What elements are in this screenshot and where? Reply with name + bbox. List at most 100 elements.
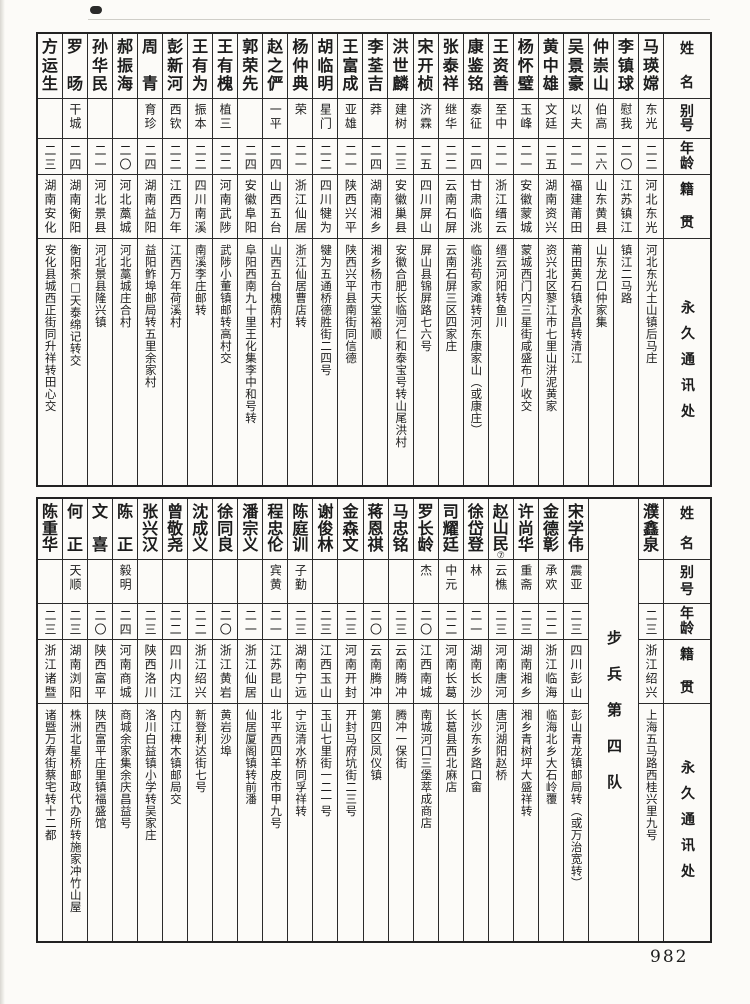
person-native-place-text: 河南商城 xyxy=(118,644,133,700)
person-age-text: 二〇 xyxy=(218,609,233,637)
person-name-chars: 徐同良 xyxy=(217,502,234,554)
person-name-chars: 张泰祥 xyxy=(442,37,459,93)
person-address-text: 湘乡杨市天堂裕顺 xyxy=(369,244,384,340)
person-address: 阜阳西南九十里王化集李中和号转 xyxy=(238,238,263,485)
person-column: 周青育珍 二四 湖南益阳 益阳鲊埠邮局转五里余家村 xyxy=(137,34,163,485)
person-address: 上海五马路西桂兴里九号 xyxy=(638,703,663,941)
person-address-text: 蒙城西门内三星街咸盛布厂收交 xyxy=(519,244,534,412)
person-address: 宁远清水桥同孚祥转 xyxy=(288,703,313,941)
person-name: 许尚华 xyxy=(514,499,538,559)
person-address: 北平西四羊皮市甲九号 xyxy=(263,703,288,941)
person-alias xyxy=(238,559,263,603)
header-address-label: 永久通讯处 xyxy=(664,703,710,941)
person-age: 二三 xyxy=(37,603,62,639)
person-age: 二一 xyxy=(338,138,363,174)
header-native-place-label-chars: 籍贯 xyxy=(680,647,694,696)
person-alias: 莽 xyxy=(363,98,388,138)
person-column: 谢俊林二三 江西玉山 玉山七里街一二一号 xyxy=(312,499,338,941)
person-address-text: 安化县城西正街同升祥转田心交 xyxy=(43,244,58,412)
person-name: 赵之俨 xyxy=(263,34,287,98)
person-column: 康鉴铭泰征 二四 甘肃临洮 临洮苟家滩转河东康家山（或康庄） xyxy=(462,34,488,485)
person-native-place-text: 浙江黄岩 xyxy=(218,644,233,700)
person-address: 玉山七里街一二一号 xyxy=(313,703,338,941)
scan-artifact-line xyxy=(88,19,710,20)
person-native-place-text: 河北景县 xyxy=(92,179,107,235)
person-name-chars: 司耀廷 xyxy=(442,502,459,554)
person-column: 金森文二三 河南开封 开封马府坑街二三号 xyxy=(337,499,363,941)
person-age-text: 二四 xyxy=(368,144,383,172)
person-age: 二四 xyxy=(363,138,388,174)
person-age-text: 二三 xyxy=(42,609,57,637)
person-native-place: 浙江诸暨 xyxy=(37,639,62,703)
registry-table-top: 姓名别号年龄籍贯永久通讯处马瑛嫦东光 二二 河北东光 河北东光土山镇后马庄李镇球慰我二… xyxy=(36,32,712,487)
person-name: 仲崇山 xyxy=(589,34,613,98)
person-native-place: 福建莆田 xyxy=(563,174,588,238)
person-column: 蒋恩祺二〇 云南腾冲 第四区凤仪镇 xyxy=(362,499,388,941)
person-age: 二二 xyxy=(313,138,338,174)
person-native-place: 山西五台 xyxy=(263,174,288,238)
person-column: 赵之俨一平 二四 山西五台 山西五台槐荫村 xyxy=(262,34,288,485)
person-age-text: 二二 xyxy=(443,144,458,172)
person-column: 司耀廷中元 二二 河南长葛 长葛县西北麻店 xyxy=(437,499,463,941)
person-native-place: 河北藁城 xyxy=(112,174,138,238)
person-alias-text: 慰我 xyxy=(618,103,633,131)
person-age: 二〇 xyxy=(413,603,438,639)
person-alias: 东光 xyxy=(638,98,663,138)
person-name: 王富成 xyxy=(338,34,362,98)
person-age-text: 二三 xyxy=(643,609,658,637)
person-address: 河北景县隆兴镇 xyxy=(87,238,112,485)
person-name-chars: 周青 xyxy=(142,37,159,93)
person-native-place: 山东黄县 xyxy=(588,174,613,238)
person-column: 许尚华重斋 二三 湖南湘乡 湘乡青树坪大盛祥转 xyxy=(512,499,538,941)
person-alias: 玉峰 xyxy=(513,98,538,138)
person-native-place: 河南商城 xyxy=(113,639,138,703)
person-address: 临洮苟家滩转河东康家山（或康庄） xyxy=(463,238,488,485)
person-name-chars: 罗旸 xyxy=(66,37,83,93)
person-address: 山东龙口仲家集 xyxy=(588,238,613,485)
header-name-label-chars: 姓名 xyxy=(680,41,694,91)
person-native-place-text: 湖南湘乡 xyxy=(368,179,383,235)
person-alias-text: 毅明 xyxy=(118,564,133,592)
person-alias-text: 植三 xyxy=(218,103,233,131)
person-age: 二三 xyxy=(288,603,313,639)
ink-speck xyxy=(90,6,102,14)
person-name-chars: 程忠伦 xyxy=(267,502,284,554)
person-age-text: 二三 xyxy=(518,609,533,637)
person-native-place: 湖南益阳 xyxy=(138,174,163,238)
person-address-text: 安徽合肥长临河仁和泰宝号转山尾洪村 xyxy=(394,244,409,448)
person-native-place-text: 江西南城 xyxy=(418,644,433,700)
person-address: 内江椑木镇邮局交 xyxy=(163,703,188,941)
person-name-chars: 胡临明 xyxy=(317,37,334,93)
person-age: 二一 xyxy=(463,603,488,639)
person-age: 二二 xyxy=(163,138,188,174)
person-native-place: 安徽蒙城 xyxy=(513,174,538,238)
person-age: 二一 xyxy=(87,138,112,174)
person-age-text: 二五 xyxy=(418,144,433,172)
person-age: 二一 xyxy=(513,138,538,174)
person-address: 湘乡青树坪大盛祥转 xyxy=(513,703,538,941)
person-alias-text: 西钦 xyxy=(168,103,183,131)
person-age: 二〇 xyxy=(213,603,238,639)
person-native-place-text: 浙江仙居 xyxy=(293,179,308,235)
person-address-text: 上海五马路西桂兴里九号 xyxy=(644,709,659,841)
unit-label: 步兵第四队 xyxy=(604,630,623,810)
person-alias-text: 荣 xyxy=(293,103,308,117)
person-age-text: 二二 xyxy=(543,609,558,637)
person-name: 宋学伟 xyxy=(564,499,588,559)
person-address-text: 临海北乡大石岭覆 xyxy=(544,709,559,805)
person-age: 二三 xyxy=(338,603,363,639)
person-name: 吴景豪 xyxy=(564,34,588,98)
person-name: 王有为 xyxy=(188,34,212,98)
person-name: 李荃吉 xyxy=(363,34,387,98)
header-alias-label-chars: 别号 xyxy=(680,565,694,598)
person-name: 马忠铭 xyxy=(389,499,413,559)
person-native-place-text: 湖南长沙 xyxy=(468,644,483,700)
person-name: 陈庭训 xyxy=(288,499,312,559)
person-address-text: 北平西四羊皮市甲九号 xyxy=(269,709,284,829)
person-address: 第四区凤仪镇 xyxy=(363,703,388,941)
person-alias-text: 宾黄 xyxy=(268,564,283,592)
person-address-text: 彭山青龙镇邮局转（或万治宽转） xyxy=(569,709,584,889)
person-address-text: 衡阳茶□天泰绵记转交 xyxy=(68,244,83,367)
person-alias: 杰 xyxy=(413,559,438,603)
